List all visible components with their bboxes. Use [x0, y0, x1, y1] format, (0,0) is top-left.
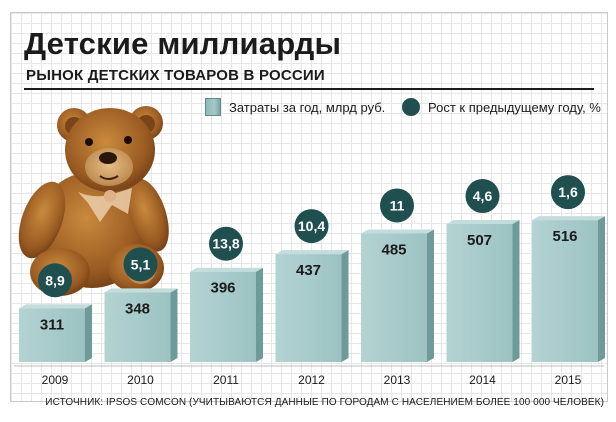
- x-tick-labels: 2009 2010 2011 2012 2013 2014 2015: [42, 373, 582, 387]
- chart-title: Детские миллиарды: [24, 26, 342, 61]
- legend-bar-swatch: [205, 98, 221, 116]
- x-tick-label: 2013: [384, 373, 411, 387]
- title-rule: [24, 88, 594, 90]
- bar-top: [361, 229, 434, 234]
- growth-value-label: 1,6: [558, 184, 578, 200]
- bar-value-label: 311: [40, 316, 64, 333]
- bar-side: [427, 229, 434, 362]
- x-tick-label: 2014: [469, 373, 496, 387]
- legend-circles: Рост к предыдущему году, %: [402, 98, 601, 116]
- bar-top: [19, 304, 92, 309]
- bar: [19, 308, 85, 362]
- bar: [275, 254, 342, 362]
- x-tick-label: 2012: [298, 373, 325, 387]
- bar-value-label: 516: [552, 228, 577, 245]
- x-tick-label: 2010: [127, 373, 154, 387]
- growth-value-label: 13,8: [212, 236, 239, 252]
- growth-circle: [38, 263, 72, 298]
- chart-subtitle: РЫНОК ДЕТСКИХ ТОВАРОВ В РОССИИ: [26, 67, 325, 84]
- bar: [446, 223, 513, 362]
- growth-circle: [209, 226, 243, 261]
- bar-side: [85, 304, 92, 362]
- growth-circle: [294, 209, 329, 244]
- bar: [361, 233, 427, 362]
- bar-side: [341, 250, 349, 362]
- growth-circle: [123, 247, 158, 282]
- bar-side: [256, 267, 263, 362]
- bar-value-label: 485: [381, 241, 406, 258]
- bar-top: [275, 250, 349, 255]
- bar-value-label: 396: [210, 280, 235, 297]
- source-note: ИСТОЧНИК: IPSOS COMCON (УЧИТЫВАЮТСЯ ДАНН…: [45, 397, 604, 408]
- bar-side: [598, 216, 605, 362]
- growth-value-label: 11: [390, 197, 405, 213]
- growth-circle: [380, 188, 414, 223]
- bar-top: [190, 267, 263, 272]
- bar-side: [170, 288, 178, 362]
- bar-side: [512, 219, 520, 362]
- x-tick-label: 2011: [213, 373, 239, 387]
- bar-top: [104, 288, 178, 293]
- legend-bars-label: Затраты за год, млрд руб.: [229, 99, 386, 115]
- growth-circle: [465, 178, 500, 213]
- growth-value-label: 5,1: [131, 256, 151, 272]
- bar-value-label: 507: [467, 232, 492, 249]
- x-tick-label: 2015: [555, 373, 582, 387]
- circles-layer: 8,9 5,1 13,8 10,4 11 4,6 1,6: [38, 175, 585, 298]
- legend-circle-swatch: [402, 98, 420, 116]
- bar: [190, 271, 256, 362]
- legend-circles-label: Рост к предыдущему году, %: [428, 99, 601, 115]
- bar: [104, 292, 171, 362]
- growth-value-label: 4,6: [473, 188, 493, 204]
- x-tick-label: 2009: [42, 373, 69, 387]
- growth-circle: [551, 175, 585, 210]
- bar-top: [446, 219, 520, 224]
- bar-value-label: 348: [125, 300, 150, 317]
- legend-bars: Затраты за год, млрд руб.: [205, 98, 385, 116]
- bar: [532, 220, 598, 362]
- growth-value-label: 10,4: [298, 218, 325, 234]
- bars-layer: 311 348 396 437 485 507 516: [19, 216, 605, 362]
- growth-value-label: 8,9: [45, 272, 65, 288]
- bar-value-label: 437: [296, 262, 321, 279]
- bar-top: [532, 216, 605, 221]
